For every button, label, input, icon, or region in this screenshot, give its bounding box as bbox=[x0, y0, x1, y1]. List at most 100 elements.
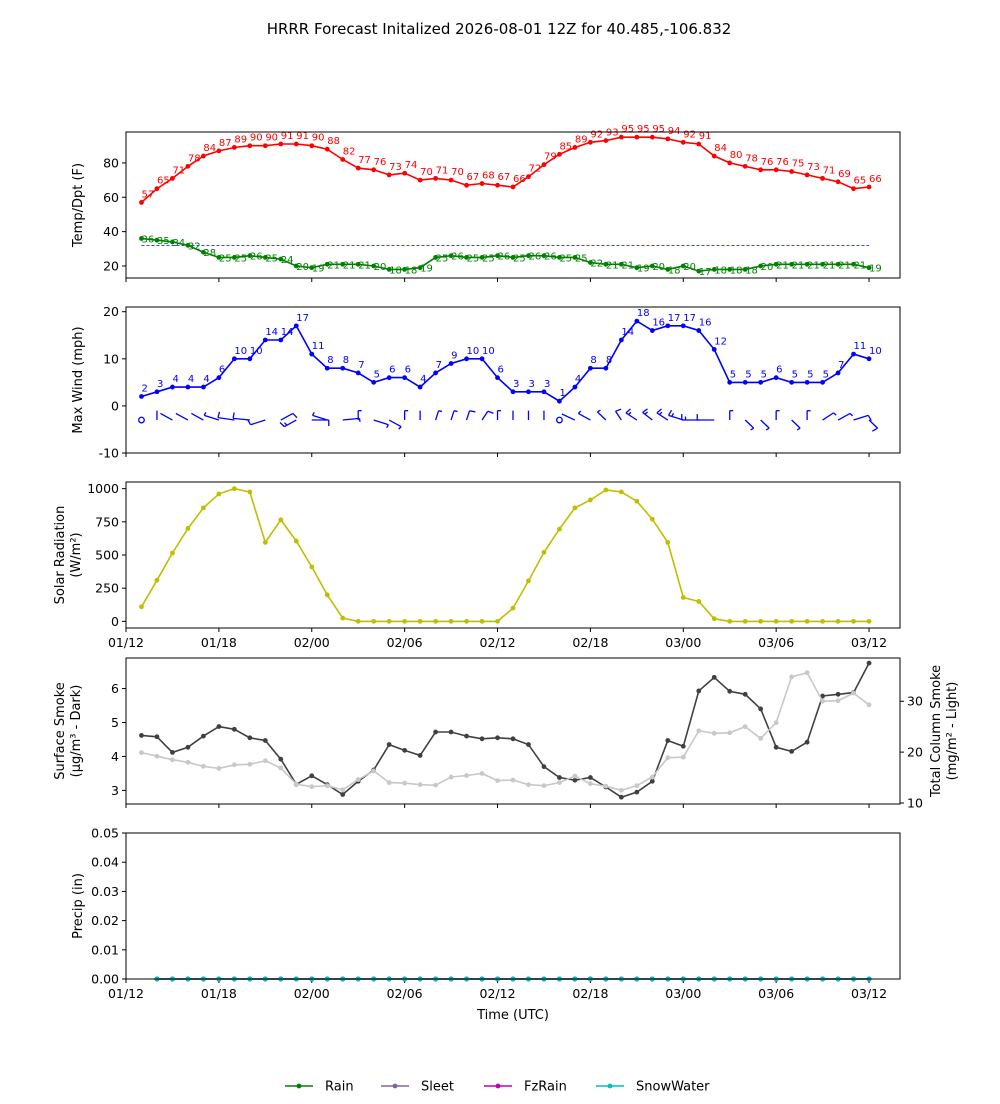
data-point-temp bbox=[851, 186, 856, 192]
wind-barb bbox=[160, 412, 173, 421]
data-point-solar bbox=[572, 505, 578, 511]
data-point-smoke_light bbox=[789, 674, 795, 680]
data-label-dewpoint: 21 bbox=[343, 260, 356, 271]
wind-barb bbox=[806, 410, 811, 421]
wind-barb bbox=[450, 410, 458, 421]
data-label-wind: 3 bbox=[544, 379, 550, 390]
data-label-dewpoint: 25 bbox=[467, 253, 480, 264]
data-label-temp: 84 bbox=[714, 143, 727, 154]
y-tick-label: 0.05 bbox=[91, 826, 119, 841]
data-point-smoke_dark bbox=[417, 753, 423, 758]
data-label-dewpoint: 21 bbox=[606, 260, 619, 271]
data-point-smoke_dark bbox=[170, 749, 175, 755]
data-label-dewpoint: 35 bbox=[157, 236, 170, 247]
wind-barb-flag bbox=[217, 411, 221, 418]
data-point-dewpoint bbox=[231, 254, 237, 260]
data-point-dewpoint bbox=[649, 263, 655, 269]
data-label-dewpoint: 26 bbox=[528, 252, 541, 263]
panel-5: 0.00 0.01 0.02 0.03 0.04 0.05 01/12 01/18 02/00 0… bbox=[71, 826, 901, 1023]
data-point-temp bbox=[835, 179, 841, 185]
data-point-wind bbox=[402, 375, 408, 381]
data-label-temp: 80 bbox=[730, 150, 743, 161]
panel-4: 3 4 5 6 Surface Smoke(μg/m³ - Dark) 10 20 30 Tot… bbox=[53, 657, 960, 810]
data-label-temp: 91 bbox=[699, 131, 712, 142]
y-tick-label: 500 bbox=[95, 548, 119, 563]
wind-barb-flag bbox=[247, 419, 252, 426]
data-point-wind bbox=[758, 379, 764, 385]
data-label-wind: 16 bbox=[699, 318, 712, 329]
data-label-dewpoint: 21 bbox=[854, 260, 867, 271]
y-tick-label: 0.00 bbox=[91, 972, 119, 987]
wind-barb-shaft bbox=[481, 410, 489, 421]
data-label-temp: 66 bbox=[513, 174, 526, 185]
data-point-smoke_light bbox=[464, 773, 469, 778]
data-label-wind: 8 bbox=[606, 355, 612, 366]
data-point-smoke_dark bbox=[696, 688, 702, 694]
data-label-temp: 70 bbox=[451, 167, 464, 178]
x-tick-label: 02/12 bbox=[480, 635, 516, 650]
data-point-smoke_light bbox=[402, 780, 408, 786]
axes-frame bbox=[125, 481, 901, 629]
data-point-wind bbox=[278, 337, 284, 343]
data-point-smoke_dark bbox=[201, 733, 206, 739]
data-point-smoke_dark bbox=[727, 688, 733, 694]
data-point-dewpoint bbox=[773, 261, 779, 267]
data-point-solar bbox=[278, 517, 284, 523]
y-tick-label: 250 bbox=[95, 581, 119, 596]
data-point-solar bbox=[526, 578, 531, 584]
wind-barb-shaft bbox=[280, 412, 294, 421]
data-point-temp bbox=[773, 167, 779, 173]
data-point-wind bbox=[835, 370, 841, 376]
wind-barb-half bbox=[833, 412, 837, 416]
data-label-dewpoint: 28 bbox=[203, 248, 216, 259]
data-label-dewpoint: 19 bbox=[420, 264, 433, 275]
wind-barb bbox=[625, 408, 638, 421]
data-label-dewpoint: 20 bbox=[296, 262, 309, 273]
data-point-dewpoint bbox=[557, 254, 562, 260]
data-point-dewpoint bbox=[247, 253, 253, 259]
data-point-temp bbox=[572, 145, 578, 150]
data-point-smoke_dark bbox=[185, 744, 191, 750]
data-label-dewpoint: 25 bbox=[219, 253, 232, 264]
data-label-temp: 89 bbox=[234, 134, 247, 145]
data-point-temp bbox=[526, 174, 531, 180]
wind-barb bbox=[191, 412, 204, 421]
data-point-temp bbox=[324, 146, 330, 152]
data-point-solar bbox=[696, 599, 702, 604]
data-label-temp: 69 bbox=[838, 169, 851, 180]
data-point-smoke_light bbox=[526, 782, 531, 788]
data-point-wind bbox=[727, 379, 733, 385]
data-point-wind bbox=[510, 389, 516, 395]
data-label-wind: 11 bbox=[854, 341, 867, 352]
y-tick-label: 6 bbox=[111, 681, 119, 696]
data-point-smoke_light bbox=[510, 777, 516, 783]
data-label-dewpoint: 36 bbox=[141, 234, 154, 245]
wind-barb-flag bbox=[487, 410, 494, 414]
data-point-dewpoint bbox=[262, 254, 268, 260]
data-point-dewpoint bbox=[618, 261, 624, 267]
wind-barb-shaft bbox=[233, 417, 250, 421]
data-label-wind: 7 bbox=[358, 360, 364, 371]
data-point-wind bbox=[216, 375, 222, 381]
wind-barb-shaft bbox=[868, 419, 878, 429]
data-point-temp bbox=[510, 184, 516, 190]
y-tick-label: 5 bbox=[111, 715, 119, 730]
data-point-smoke_light bbox=[820, 698, 825, 704]
data-point-solar bbox=[588, 497, 593, 503]
y-tick-label: 0.02 bbox=[91, 913, 119, 928]
x-tick-label: 02/12 bbox=[480, 986, 516, 1001]
data-point-wind bbox=[355, 370, 361, 376]
data-label-temp: 73 bbox=[389, 162, 402, 173]
data-point-dewpoint bbox=[293, 263, 299, 269]
wind-barb bbox=[203, 412, 220, 421]
data-point-smoke_dark bbox=[588, 775, 593, 780]
wind-barb-shaft bbox=[465, 410, 471, 421]
y-tick-label: 60 bbox=[103, 190, 119, 205]
wind-barb bbox=[311, 419, 330, 427]
data-point-smoke_light bbox=[711, 730, 717, 736]
data-point-smoke_light bbox=[541, 783, 547, 789]
axes-frame bbox=[125, 131, 901, 279]
data-point-wind bbox=[170, 384, 175, 390]
wind-barb-half bbox=[750, 427, 755, 431]
legend-swatch-marker bbox=[607, 1083, 613, 1089]
